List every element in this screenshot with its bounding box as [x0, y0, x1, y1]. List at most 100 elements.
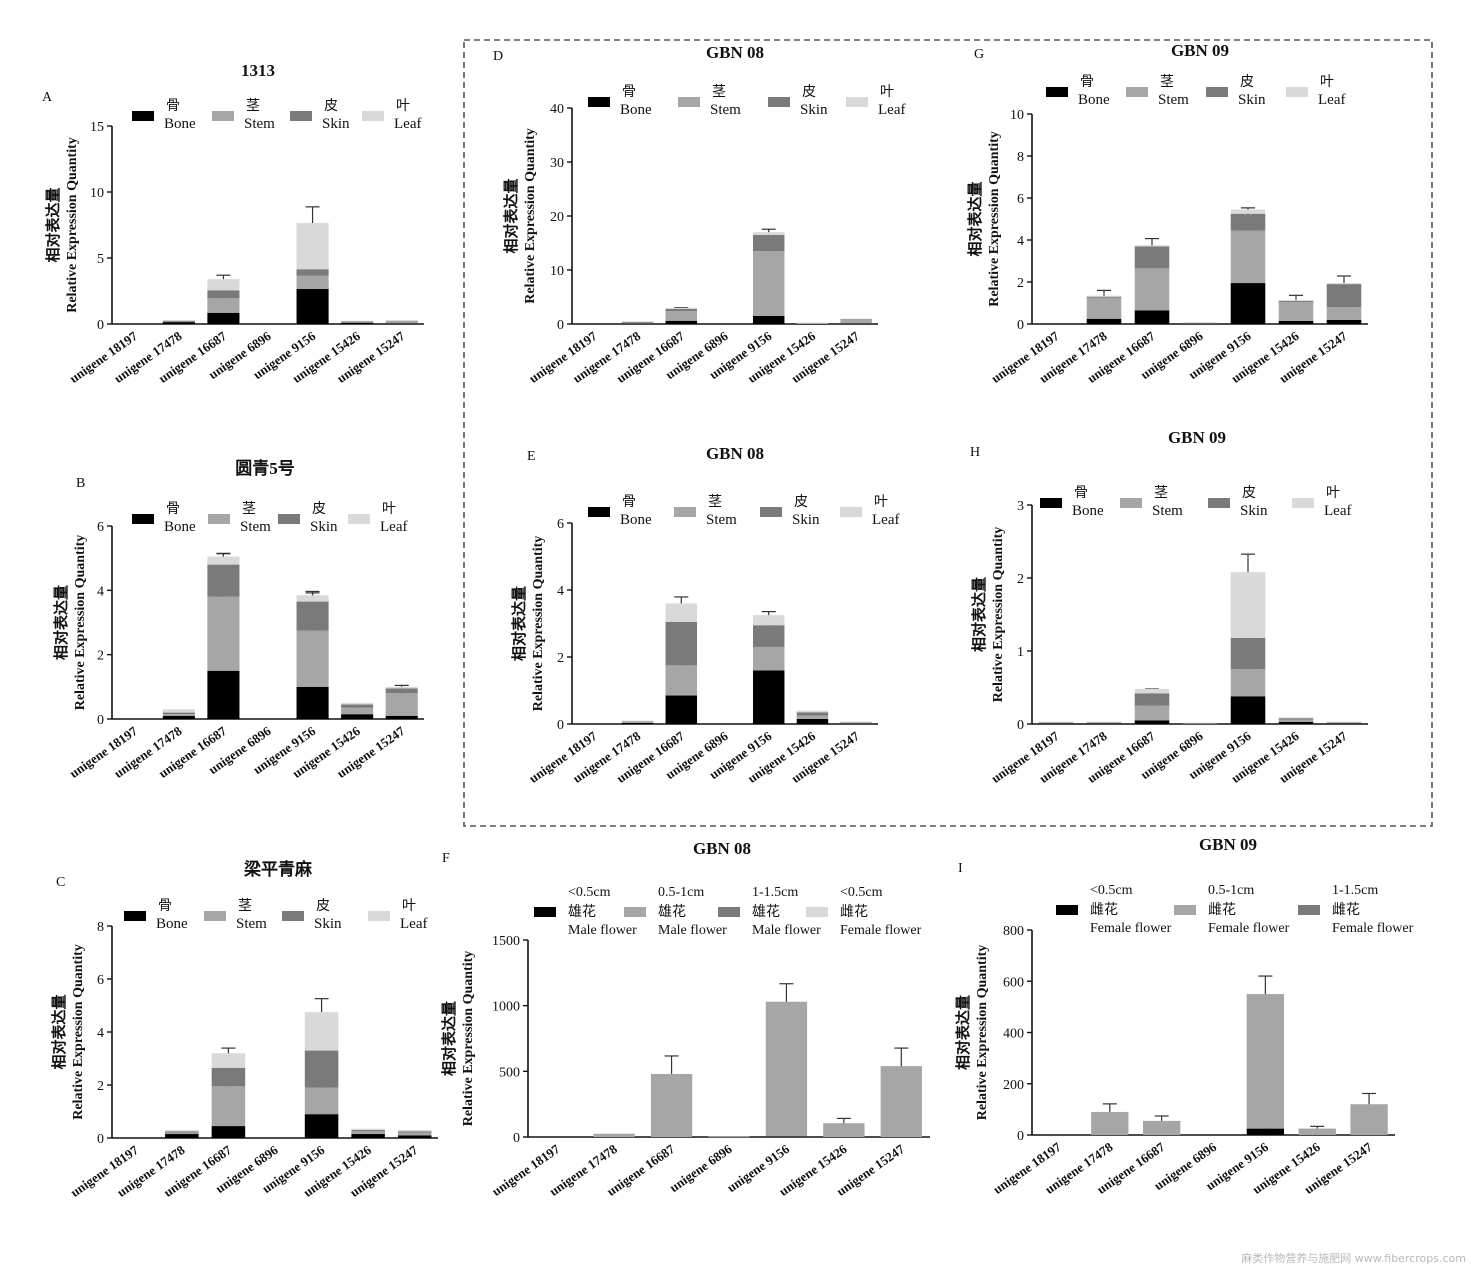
- watermark: 麻类作物营养与施肥网 www.fibercrops.com: [1241, 1252, 1466, 1265]
- bar-segment: [207, 564, 240, 597]
- legend-label: Bone: [1072, 503, 1104, 519]
- bar-segment: [207, 290, 240, 299]
- legend-swatch: [278, 514, 300, 524]
- legend-label-cn: 雄花: [568, 904, 596, 920]
- y-axis-label-cn: 相对表达量: [50, 994, 68, 1069]
- legend-label: Skin: [314, 916, 342, 932]
- bar-segment: [823, 1123, 865, 1137]
- legend-label-cn: 骨: [1080, 74, 1094, 90]
- y-tick-label: 0: [97, 318, 104, 333]
- y-axis-label-cn: 相对表达量: [970, 577, 988, 652]
- y-tick-label: 6: [97, 520, 104, 535]
- legend-label-cn: 茎: [708, 494, 722, 510]
- bar-segment: [1134, 245, 1170, 247]
- chart-panel-h: H GBN 09 0 1 2 3 相对表达量 Relative Expression Quan…: [970, 428, 1368, 786]
- chart-panel-e: E GBN 08 0 2 4 6 相对表达量 Relative Expression Quan…: [510, 444, 899, 786]
- legend-label-cn: 茎: [242, 501, 256, 517]
- legend-size-label: 1-1.5cm: [1332, 883, 1378, 898]
- y-tick-label: 2: [97, 1079, 104, 1094]
- y-axis-label-cn: 相对表达量: [966, 181, 984, 256]
- bar-segment: [351, 1131, 385, 1135]
- legend-label: Female flower: [1208, 921, 1290, 936]
- y-tick-label: 15: [90, 120, 104, 135]
- legend-label-cn: 茎: [246, 98, 260, 114]
- bar-segment: [211, 1086, 246, 1127]
- legend-label-cn: 骨: [166, 98, 180, 114]
- legend-label-cn: 叶: [1320, 74, 1334, 90]
- legend-label-cn: 骨: [622, 494, 636, 510]
- bar-segment: [593, 1133, 635, 1137]
- legend-label: Stem: [1152, 503, 1183, 519]
- bar-segment: [211, 1067, 246, 1087]
- legend-swatch: [588, 97, 610, 107]
- legend-size-label: 0.5-1cm: [1208, 883, 1254, 898]
- legend-label-cn: 皮: [324, 98, 338, 114]
- bar-segment: [207, 312, 240, 324]
- legend-swatch: [290, 111, 312, 121]
- bar-segment: [296, 269, 329, 276]
- bar-segment: [1182, 722, 1218, 724]
- bar-segment: [621, 720, 654, 722]
- bar-segment: [385, 693, 418, 716]
- bar-segment: [296, 630, 329, 687]
- bar-segment: [385, 688, 418, 694]
- bar-segment: [1350, 1104, 1388, 1135]
- y-tick-label: 8: [97, 920, 104, 935]
- chart-title: 1313: [241, 61, 275, 80]
- y-tick-label: 0: [97, 713, 104, 728]
- legend-swatch: [208, 514, 230, 524]
- bar-segment: [1230, 283, 1266, 324]
- panel-letter: D: [493, 49, 503, 64]
- bar-segment: [796, 712, 829, 716]
- bar-segment: [1230, 230, 1266, 284]
- legend-swatch: [1208, 498, 1230, 508]
- legend-swatch: [124, 911, 146, 921]
- chart-panel-c: C 梁平青麻 0 2 4 6 8 相对表达量 Relative Expression Quant…: [50, 859, 438, 1200]
- x-tick-label: unigene 6896: [667, 1141, 735, 1195]
- y-tick-label: 500: [499, 1065, 520, 1080]
- bar-segment: [165, 1132, 199, 1135]
- y-tick-label: 10: [550, 264, 564, 279]
- legend-label-cn: 雄花: [658, 904, 686, 920]
- bar-segment: [162, 709, 195, 713]
- legend-label: Bone: [156, 916, 188, 932]
- legend-swatch: [624, 907, 646, 917]
- legend-label-cn: 骨: [622, 84, 636, 100]
- y-tick-label: 40: [550, 102, 564, 117]
- y-tick-label: 4: [1017, 234, 1024, 249]
- bar-segment: [1134, 720, 1170, 724]
- bar-segment: [621, 321, 654, 323]
- legend-label-cn: 叶: [1326, 485, 1340, 501]
- bar-segment: [296, 275, 329, 290]
- legend-label-cn: 雌花: [1332, 902, 1360, 918]
- legend-label-cn: 皮: [802, 84, 816, 100]
- bar-segment: [752, 251, 785, 316]
- bar-segment: [211, 1053, 246, 1068]
- legend-label-cn: 皮: [794, 494, 808, 510]
- bar-segment: [1134, 268, 1170, 311]
- legend-label: Stem: [706, 512, 737, 528]
- bar-segment: [796, 323, 829, 325]
- bar-segment: [665, 308, 698, 312]
- chart-panel-g: G GBN 09 0 2 4 6 8 10 相对表达量 Relative Expression Q…: [966, 41, 1368, 386]
- bar-segment: [1278, 719, 1314, 722]
- chart-title: 梁平青麻: [243, 859, 313, 879]
- bar-segment: [207, 279, 240, 291]
- y-tick-label: 0: [513, 1131, 520, 1146]
- legend-label-cn: 叶: [880, 84, 894, 100]
- bar-segment: [880, 1066, 922, 1137]
- bar-segment: [304, 1114, 339, 1138]
- bar-segment: [385, 323, 418, 325]
- bar-segment: [1230, 209, 1266, 214]
- bar-segment: [621, 722, 654, 724]
- legend-label-cn: 骨: [158, 898, 172, 914]
- bar-segment: [1230, 637, 1266, 670]
- y-tick-label: 6: [1017, 192, 1024, 207]
- bar-segment: [752, 232, 785, 235]
- y-tick-label: 2: [557, 651, 564, 666]
- y-tick-label: 8: [1017, 150, 1024, 165]
- bar-segment: [1278, 718, 1314, 720]
- bar-segment: [385, 321, 418, 323]
- bar-segment: [1086, 295, 1122, 297]
